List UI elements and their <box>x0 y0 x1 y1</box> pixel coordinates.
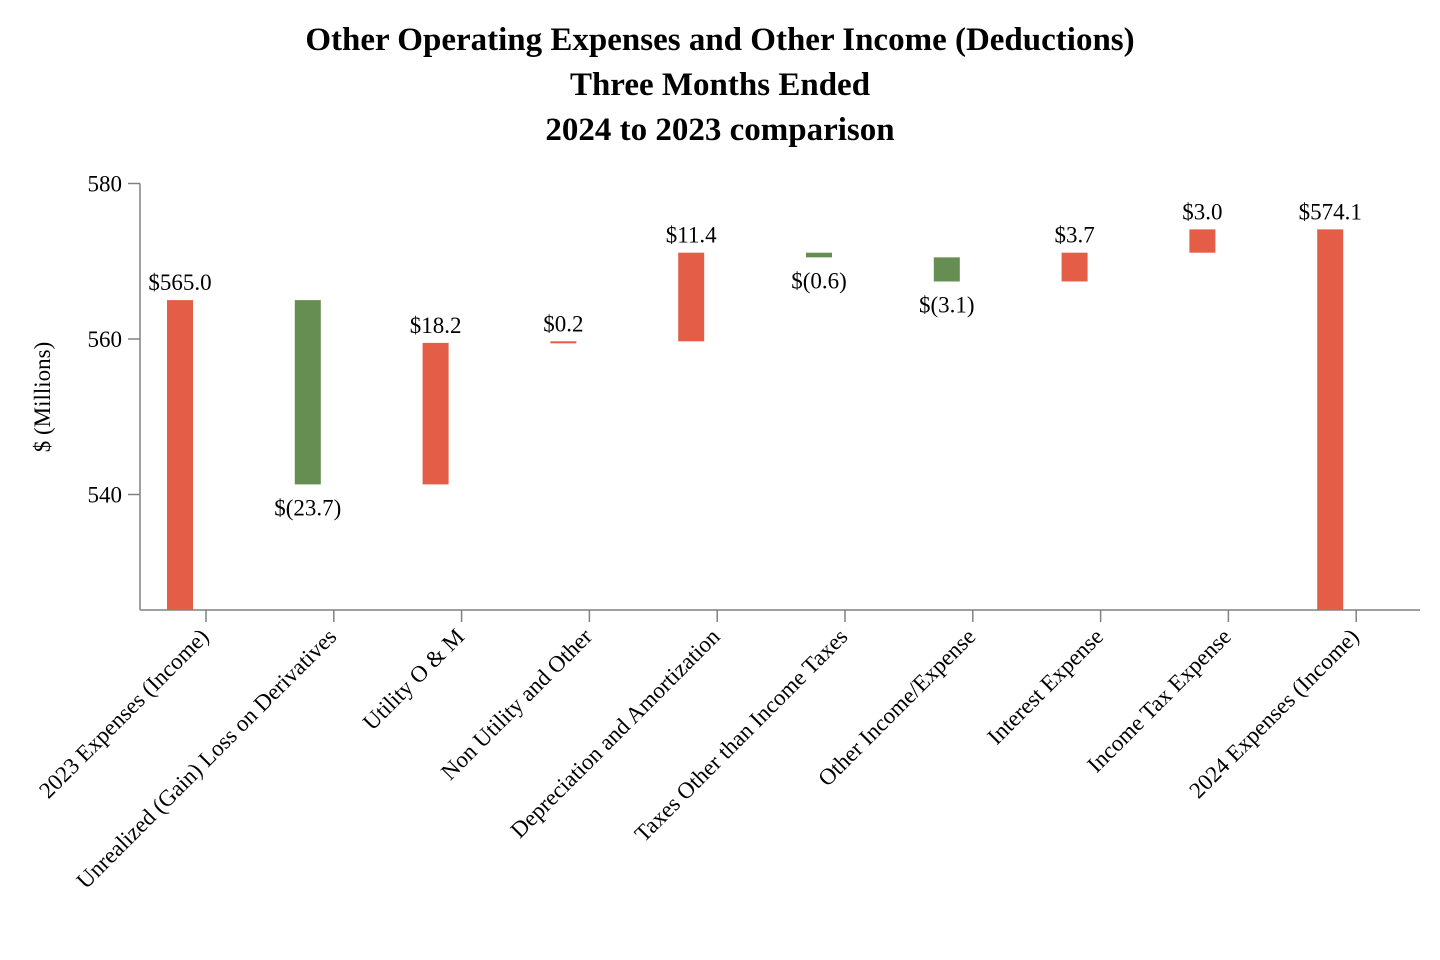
y-axis-title: $ (Millions) <box>30 342 55 453</box>
chart-subtitle-2: 2024 to 2023 comparison <box>545 112 895 148</box>
data-label-2: $(23.7) <box>274 495 341 520</box>
y-tick-label-540: 540 <box>88 483 123 508</box>
data-label-8: $3.7 <box>1054 223 1094 248</box>
bar-4 <box>550 341 577 344</box>
bar-1 <box>167 300 193 610</box>
y-tick-label-580: 580 <box>88 172 123 197</box>
data-label-6: $(0.6) <box>791 268 847 293</box>
x-tick-label-2: Unrealized (Gain) Loss on Derivatives <box>72 624 342 894</box>
bar-5 <box>678 252 705 342</box>
bar-7 <box>933 257 960 282</box>
y-tick-label-560: 560 <box>88 327 123 352</box>
data-label-1: $565.0 <box>148 270 211 295</box>
data-label-4: $0.2 <box>543 311 583 336</box>
x-tick-label-5: Depreciation and Amortization <box>506 624 725 843</box>
bar-2 <box>294 300 321 485</box>
x-tick-label-3: Utility O & M <box>358 624 469 735</box>
data-label-5: $11.4 <box>666 223 717 248</box>
data-label-7: $(3.1) <box>919 292 975 317</box>
bar-8 <box>1061 252 1088 282</box>
x-tick-label-6: Taxes Other than Income Taxes <box>630 624 853 847</box>
chart-title-block: Other Operating Expenses and Other Incom… <box>0 18 1440 153</box>
x-tick-label-9: Income Tax Expense <box>1082 624 1236 778</box>
bar-9 <box>1189 229 1216 253</box>
chart-title: Other Operating Expenses and Other Incom… <box>305 22 1135 58</box>
chart-subtitle-1: Three Months Ended <box>569 67 871 103</box>
data-label-10: $574.1 <box>1299 199 1362 224</box>
x-tick-label-8: Interest Expense <box>983 624 1109 750</box>
bar-3 <box>422 342 449 485</box>
bar-10 <box>1317 229 1344 610</box>
bar-6 <box>806 252 832 258</box>
data-label-3: $18.2 <box>410 313 462 338</box>
data-label-9: $3.0 <box>1182 199 1222 224</box>
